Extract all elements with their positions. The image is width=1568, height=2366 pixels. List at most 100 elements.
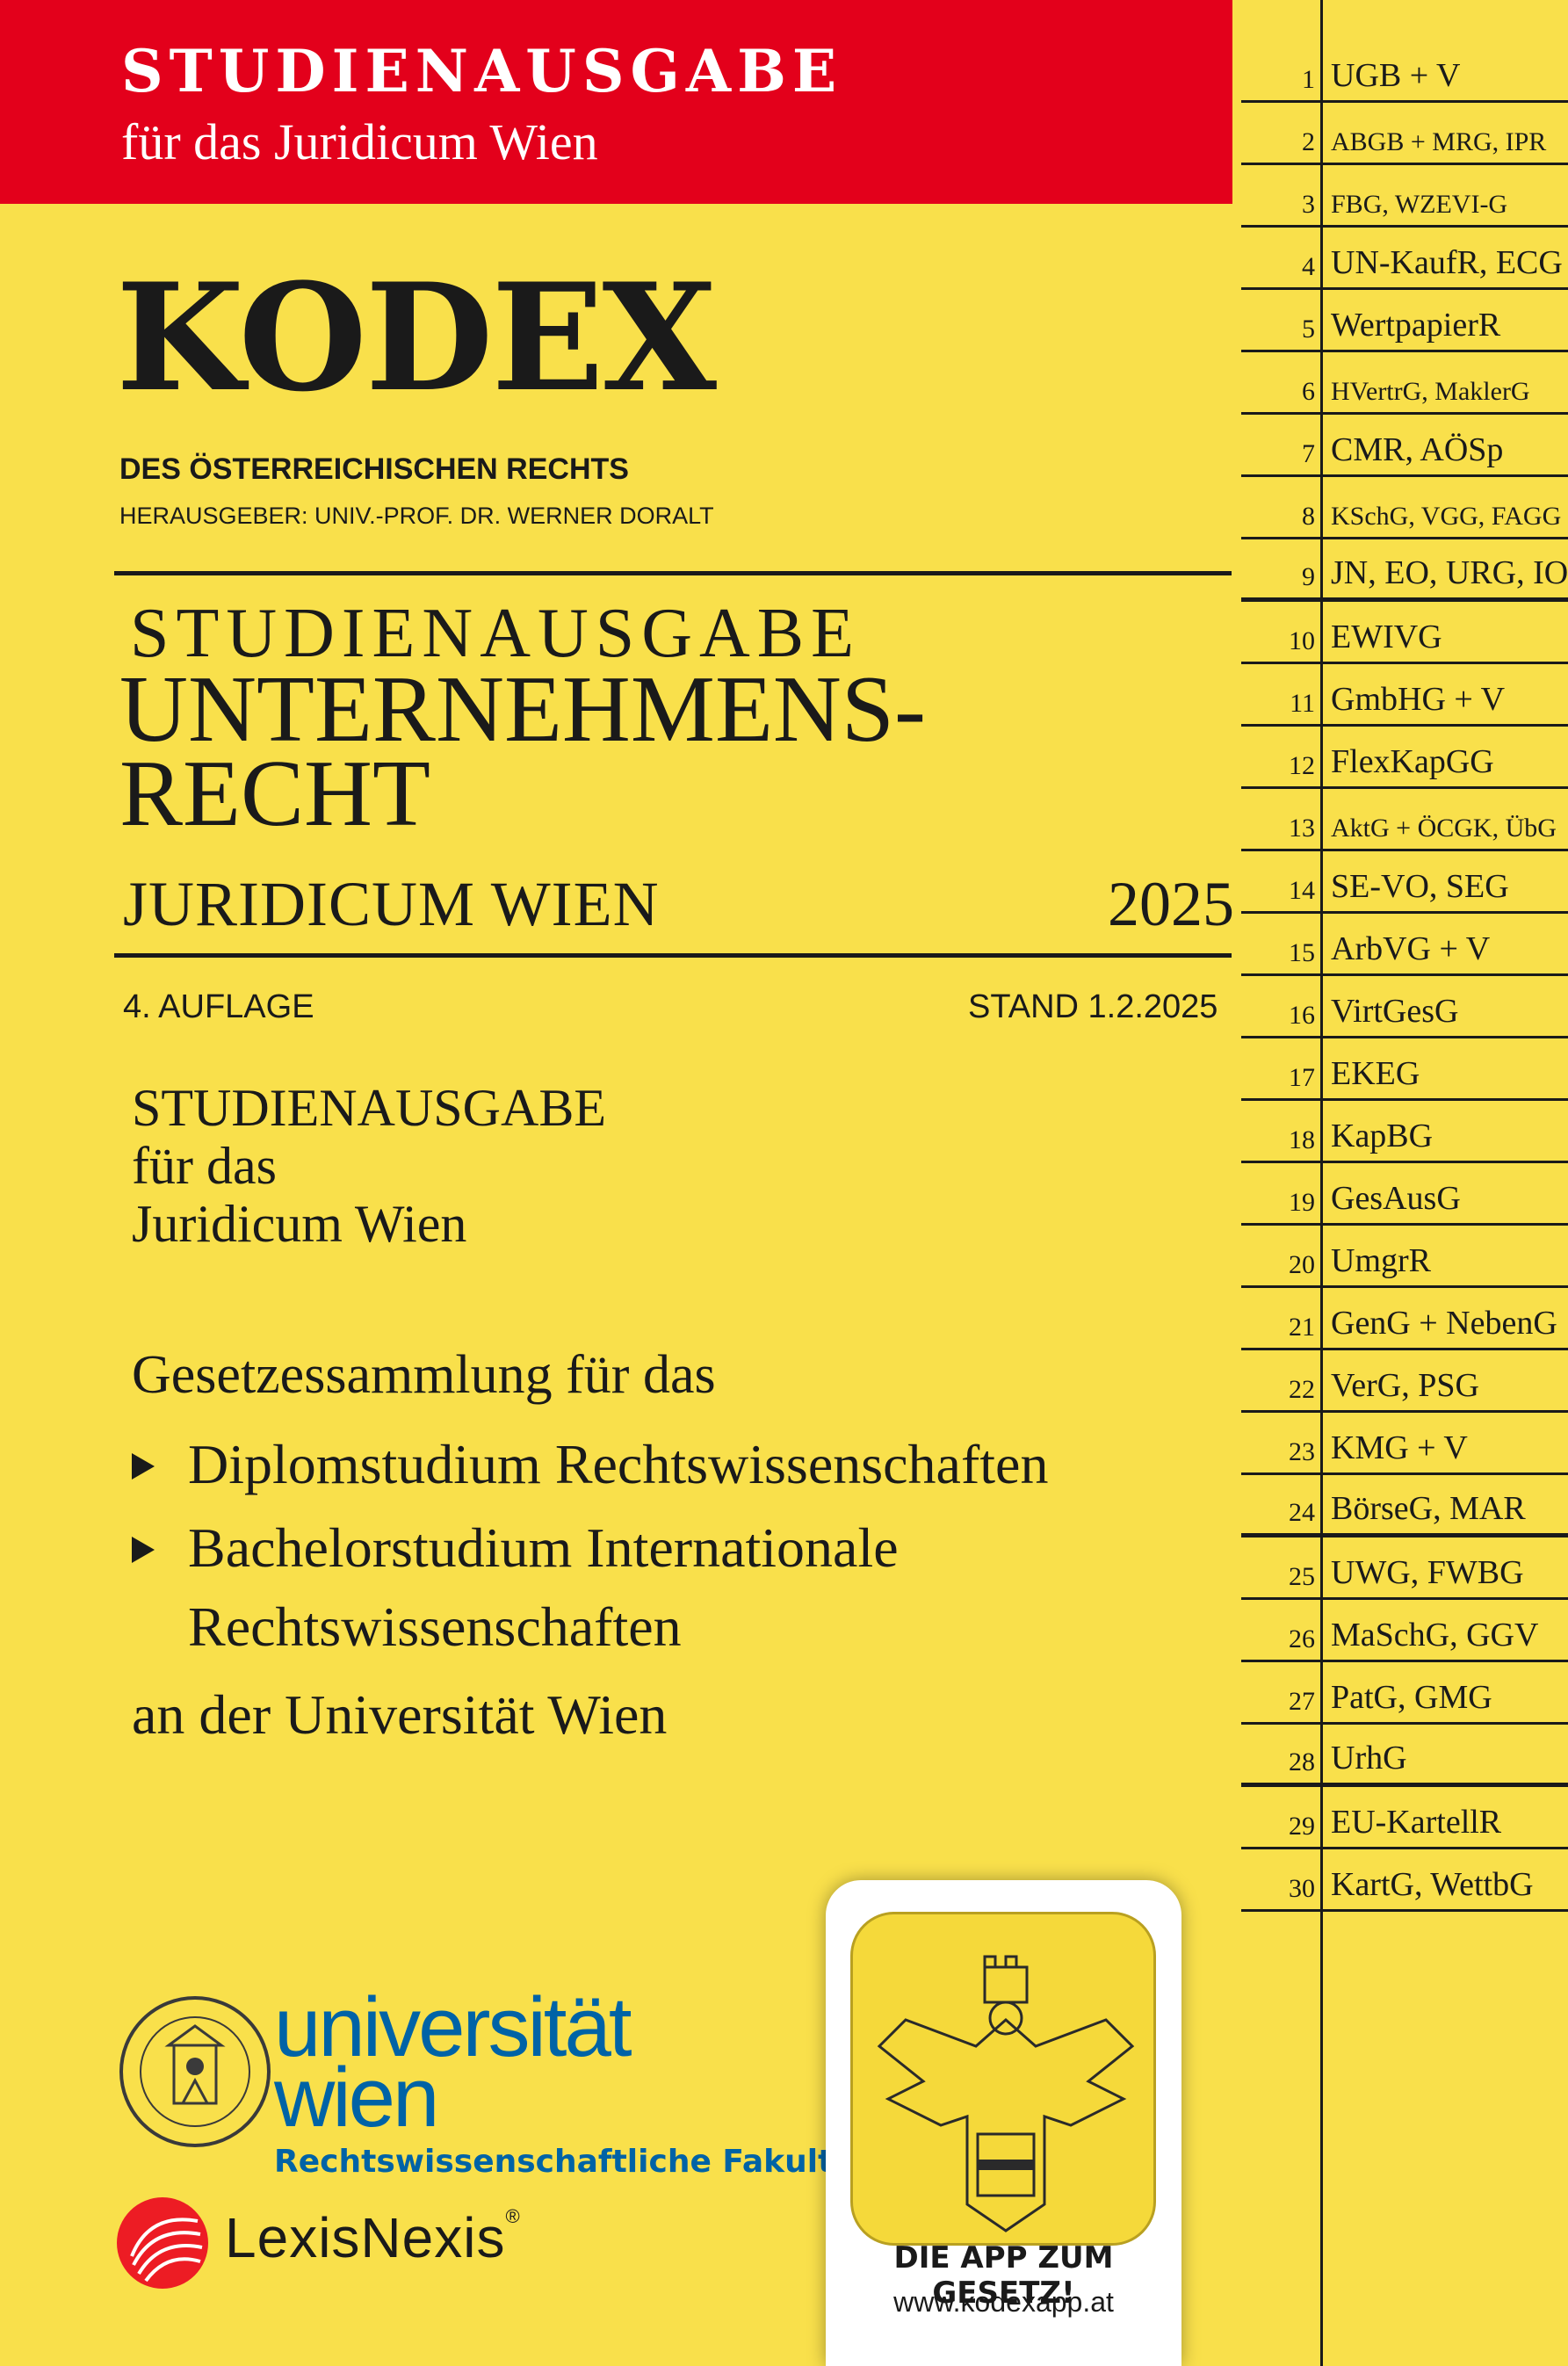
register-tab-23: 23 KMG + V	[1241, 1413, 1568, 1475]
tab-label: BörseG, MAR	[1331, 1490, 1526, 1527]
tab-number: 8	[1302, 502, 1315, 531]
register-tab-15: 15 ArbVG + V	[1241, 914, 1568, 976]
tab-label: UrhG	[1331, 1740, 1407, 1776]
register-tabs: 1 UGB + V 2 ABGB + MRG, IPR 3 FBG, WZEVI-G 4 UN…	[1232, 0, 1568, 2366]
tab-number: 24	[1289, 1498, 1315, 1527]
book-title: UNTERNEHMENS- RECHT	[119, 657, 926, 846]
tab-label: CMR, AÖSp	[1331, 431, 1504, 468]
register-tab-21: 21 GenG + NebenG	[1241, 1288, 1568, 1350]
register-tab-29: 29 EU-KartellR	[1241, 1787, 1568, 1849]
triangle-bullet-icon	[132, 1453, 155, 1480]
divider-top	[114, 571, 1232, 575]
tab-label: UmgrR	[1331, 1242, 1431, 1279]
register-tab-3: 3 FBG, WZEVI-G	[1241, 165, 1568, 228]
tab-number: 11	[1290, 689, 1315, 718]
tab-number: 1	[1302, 65, 1315, 94]
year: 2025	[1108, 869, 1234, 939]
tab-label: VirtGesG	[1331, 993, 1459, 1030]
tab-number: 16	[1289, 1001, 1315, 1030]
register-tab-25: 25 UWG, FWBG	[1241, 1538, 1568, 1600]
book-title-line2: RECHT	[119, 742, 431, 846]
app-icon	[850, 1912, 1156, 2246]
publisher-name-text: LexisNexis	[225, 2206, 506, 2269]
tab-number: 21	[1289, 1313, 1315, 1342]
university-seal-icon	[119, 1996, 271, 2147]
tab-label: VerG, PSG	[1331, 1367, 1479, 1404]
register-tab-13: 13 AktG + ÖCGK, ÜbG	[1241, 789, 1568, 851]
tab-label: SE-VO, SEG	[1331, 868, 1509, 905]
register-tab-8: 8 KSchG, VGG, FAGG	[1241, 477, 1568, 539]
program-item: Bachelorstudium Internationale	[132, 1509, 899, 1588]
tab-label: WertpapierR	[1331, 307, 1501, 344]
register-tab-12: 12 FlexKapGG	[1241, 727, 1568, 789]
tab-number: 26	[1289, 1624, 1315, 1653]
tab-number: 4	[1302, 252, 1315, 281]
register-tab-24: 24 BörseG, MAR	[1241, 1475, 1568, 1538]
register-tab-1: 1 UGB + V	[1241, 40, 1568, 103]
lexisnexis-logo-icon	[117, 2197, 208, 2289]
register-tab-17: 17 EKEG	[1241, 1038, 1568, 1101]
tab-label: GesAusG	[1331, 1180, 1461, 1217]
tab-number: 2	[1302, 127, 1315, 156]
tab-label: ABGB + MRG, IPR	[1331, 127, 1547, 156]
tab-label: KMG + V	[1331, 1429, 1468, 1466]
description-block: STUDIENAUSGABE für das Juridicum Wien	[132, 1079, 606, 1253]
description-line2: für das	[132, 1137, 277, 1195]
tab-number: 14	[1289, 876, 1315, 905]
register-tab-11: 11 GmbHG + V	[1241, 664, 1568, 727]
tab-number: 10	[1289, 626, 1315, 655]
faculty-name: Rechtswissenschaftliche Fakultät	[274, 2144, 870, 2180]
tab-label: UGB + V	[1331, 57, 1461, 94]
book-title-line1: UNTERNEHMENS-	[119, 657, 926, 762]
publisher-name: LexisNexis®	[225, 2205, 521, 2270]
program-item-continuation: Rechtswissenschaften	[188, 1595, 682, 1658]
banner-edition: STUDIENAUSGABE	[121, 37, 843, 105]
tab-number: 30	[1289, 1874, 1315, 1903]
tab-number: 7	[1302, 439, 1315, 468]
description-line1: STUDIENAUSGABE	[132, 1079, 606, 1137]
description-line3: Juridicum Wien	[132, 1195, 467, 1253]
top-banner: STUDIENAUSGABE für das Juridicum Wien	[0, 0, 1232, 204]
tab-divider-line	[1320, 0, 1323, 2366]
tab-label: FBG, WZEVI-G	[1331, 190, 1508, 219]
divider-bottom	[114, 953, 1232, 958]
register-tab-9: 9 JN, EO, URG, IO	[1241, 539, 1568, 602]
institution: JURIDICUM WIEN	[123, 869, 660, 939]
tab-label: PatG, GMG	[1331, 1679, 1492, 1716]
edition-type: STUDIENAUSGABE	[130, 595, 861, 672]
tab-label: UWG, FWBG	[1331, 1554, 1524, 1591]
register-tab-26: 26 MaSchG, GGV	[1241, 1600, 1568, 1662]
uni-logo-line2: wien	[274, 2051, 439, 2145]
tab-label: UN-KaufR, ECG	[1331, 244, 1563, 281]
register-tab-7: 7 CMR, AÖSp	[1241, 415, 1568, 477]
stand-date: STAND 1.2.2025	[968, 988, 1218, 1025]
tab-label: HVertrG, MaklerG	[1331, 377, 1530, 406]
tab-label: KapBG	[1331, 1118, 1434, 1154]
tab-label: MaSchG, GGV	[1331, 1617, 1539, 1653]
university-logo: universität wien	[274, 1980, 632, 2145]
tab-label: GenG + NebenG	[1331, 1305, 1557, 1342]
tab-number: 6	[1302, 377, 1315, 406]
registered-mark: ®	[505, 2205, 521, 2227]
eagle-icon	[877, 1955, 1135, 2232]
tab-number: 13	[1289, 814, 1315, 843]
tab-number: 12	[1289, 751, 1315, 780]
app-promo-card: DIE APP ZUM GESETZ! www.kodexapp.at	[826, 1880, 1181, 2366]
tab-number: 9	[1302, 562, 1315, 591]
uni-logo-line1: universität	[274, 1980, 632, 2074]
app-url[interactable]: www.kodexapp.at	[893, 2286, 1114, 2318]
tab-number: 25	[1289, 1562, 1315, 1591]
register-tab-18: 18 KapBG	[1241, 1101, 1568, 1163]
tab-number: 18	[1289, 1125, 1315, 1154]
program-item: Diplomstudium Rechtswissenschaften	[132, 1425, 1048, 1504]
tab-number: 3	[1302, 190, 1315, 219]
banner-subtitle: für das Juridicum Wien	[121, 113, 598, 170]
tab-number: 5	[1302, 315, 1315, 344]
editor-line: HERAUSGEBER: UNIV.-PROF. DR. WERNER DORA…	[119, 503, 714, 529]
tab-number: 27	[1289, 1687, 1315, 1716]
register-tab-19: 19 GesAusG	[1241, 1163, 1568, 1226]
program-label: Diplomstudium Rechtswissenschaften	[188, 1433, 1049, 1495]
tab-label: KartG, WettbG	[1331, 1866, 1534, 1903]
register-tab-27: 27 PatG, GMG	[1241, 1662, 1568, 1725]
register-tab-28: 28 UrhG	[1241, 1725, 1568, 1787]
